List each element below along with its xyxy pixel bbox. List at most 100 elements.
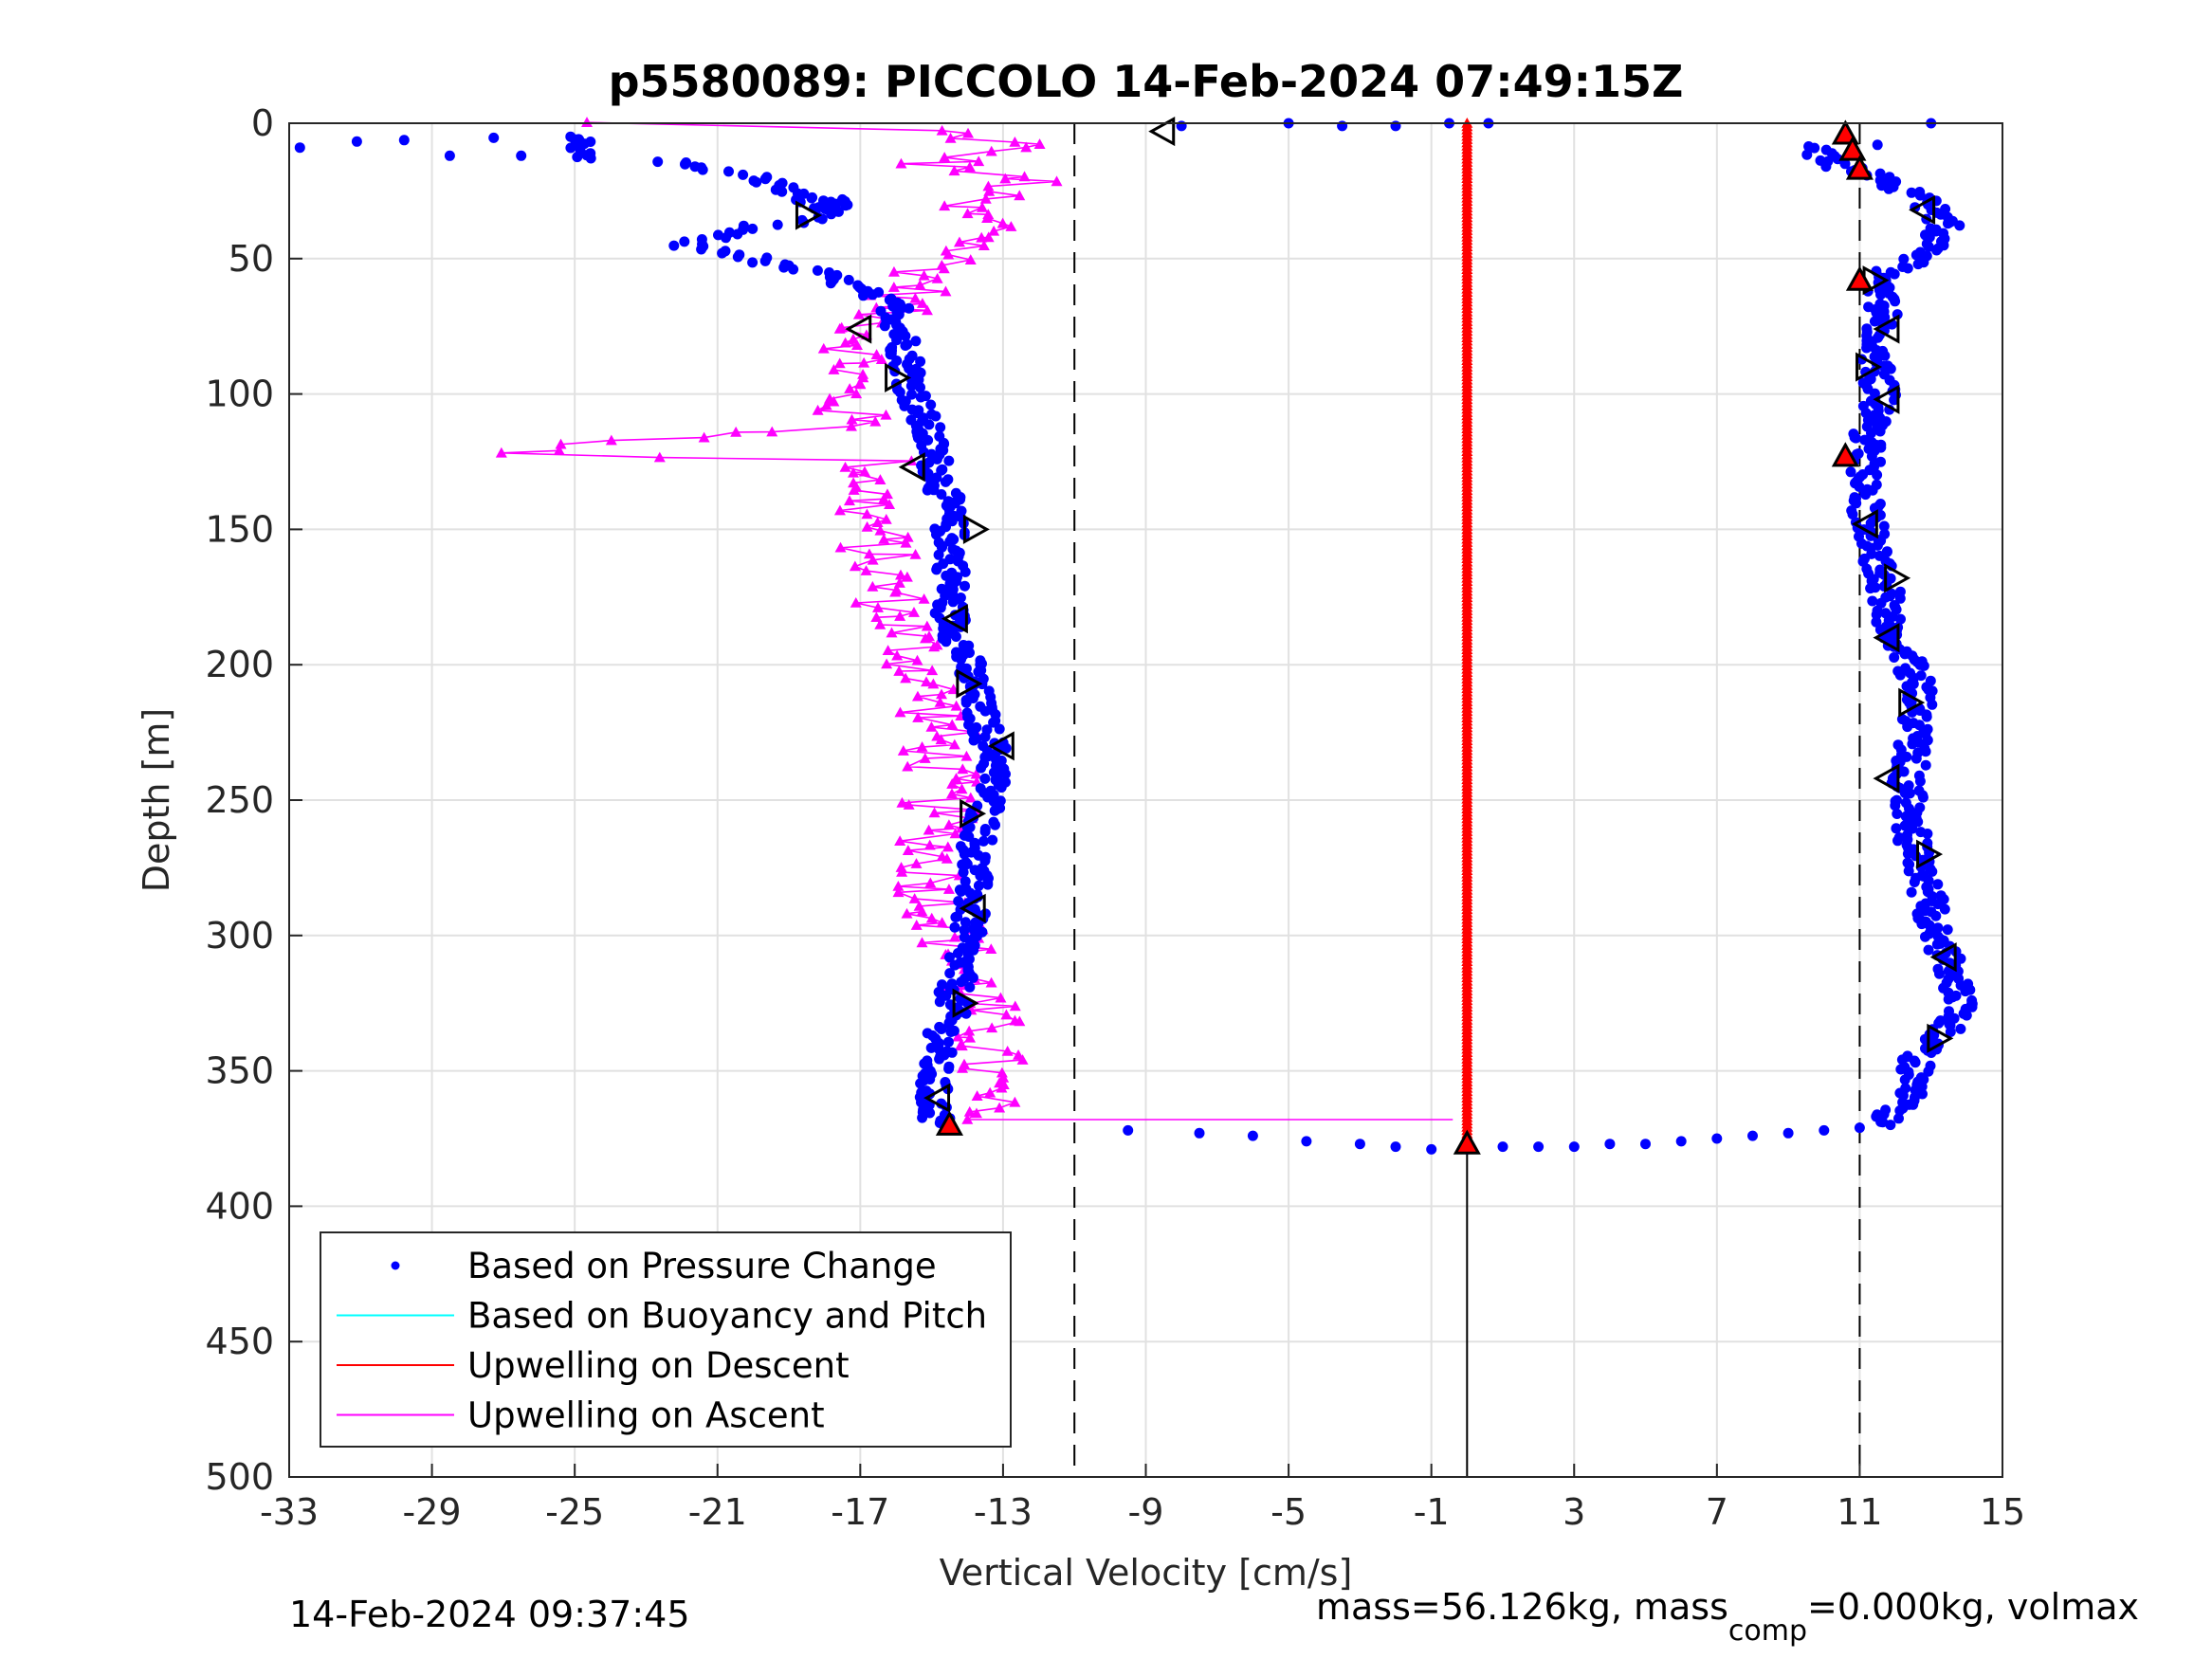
ascent-point	[948, 165, 960, 176]
ascent-point	[889, 586, 902, 597]
pressure-point	[967, 972, 978, 983]
pressure-point	[994, 723, 1005, 735]
pressure-point	[987, 834, 998, 846]
marker-left-triangle	[959, 893, 986, 923]
legend-label: Based on Buoyancy and Pitch	[467, 1296, 987, 1337]
ascent-point	[946, 778, 959, 789]
tick-label-x: -5	[1271, 1491, 1307, 1533]
ascent-point	[892, 880, 905, 891]
pressure-point	[812, 264, 823, 276]
pressure-point	[956, 654, 967, 665]
marker-right-triangle	[1898, 687, 1926, 718]
pressure-point	[1932, 963, 1944, 975]
pressure-point	[1963, 978, 1974, 990]
pressure-point	[988, 717, 999, 728]
pressure-point	[956, 885, 967, 897]
pressure-point	[915, 382, 925, 393]
ascent-point	[844, 383, 856, 393]
pressure-point	[1914, 187, 1926, 197]
marker-left-triangle	[1929, 942, 1957, 973]
ascent-point	[867, 580, 879, 592]
pressure-point	[732, 251, 743, 263]
pressure-point	[778, 262, 790, 273]
ascent-point	[817, 342, 830, 354]
pressure-point	[915, 392, 926, 403]
tick-label-x: -33	[260, 1491, 319, 1533]
tick-label-x: 7	[1706, 1491, 1728, 1533]
pressure-point	[1874, 168, 1886, 179]
pressure-point	[1913, 770, 1925, 781]
ascent-point	[1018, 171, 1031, 182]
legend-box	[320, 1231, 1012, 1448]
pressure-point	[867, 289, 878, 301]
ascent-point	[902, 760, 914, 772]
ascent-point	[901, 571, 913, 582]
legend-marker	[391, 1261, 400, 1270]
pressure-point	[940, 476, 951, 487]
ascent-point	[957, 1062, 969, 1073]
ascent-point	[828, 395, 840, 407]
pressure-point	[1568, 1141, 1580, 1153]
tick-label-y: 200	[205, 644, 274, 685]
ascent-point	[948, 738, 960, 750]
ascent-point	[605, 434, 617, 446]
pressure-point	[1903, 780, 1914, 792]
pressure-point	[806, 192, 817, 204]
pressure-point	[759, 255, 771, 266]
ascent-point	[878, 493, 890, 504]
pressure-point	[949, 921, 960, 933]
ascent-point	[949, 931, 961, 942]
pressure-point	[843, 274, 854, 285]
pressure-point	[910, 336, 922, 347]
pressure-point	[1815, 155, 1826, 166]
pressure-point	[1893, 1113, 1904, 1124]
ascent-point	[938, 263, 950, 274]
pressure-point	[1892, 739, 1904, 751]
pressure-point	[925, 1042, 937, 1053]
ascent-point	[867, 554, 879, 565]
pressure-point	[879, 320, 890, 332]
pressure-point	[1801, 149, 1813, 160]
ascent-point	[952, 1030, 964, 1042]
pressure-point	[1900, 797, 1911, 809]
ascent-point	[861, 508, 873, 520]
footer-mass: mass=56.126kg, masscomp=0.000kg, volmax	[1316, 1586, 2139, 1648]
ascent-point	[869, 415, 882, 427]
ascent-point	[963, 1025, 976, 1036]
marker-red-triangle	[1831, 119, 1859, 145]
marker-red-triangle	[1845, 155, 1874, 180]
pressure-point	[1874, 564, 1886, 575]
pressure-point	[1913, 785, 1925, 796]
ascent-point	[653, 451, 666, 463]
pressure-point	[1915, 827, 1927, 838]
ascent-point	[964, 792, 977, 803]
ascent-point	[900, 672, 912, 684]
pressure-point	[949, 959, 960, 971]
pressure-point	[1123, 1124, 1134, 1136]
tick-label-y: 500	[205, 1456, 274, 1498]
marker-red-triangle	[1831, 442, 1859, 467]
pressure-point	[931, 529, 941, 540]
pressure-point	[569, 134, 580, 145]
pressure-point	[1390, 1141, 1401, 1153]
pressure-point	[1820, 144, 1832, 155]
ascent-point	[833, 504, 846, 516]
pressure-point	[943, 1063, 955, 1074]
ascent-point	[982, 231, 995, 243]
ascent-point	[894, 706, 906, 718]
pressure-point	[1426, 1143, 1437, 1155]
pressure-point	[931, 564, 942, 575]
ascent-point	[941, 852, 953, 864]
pressure-point	[747, 223, 759, 234]
pressure-point	[1880, 608, 1892, 619]
tick-label-x: 11	[1837, 1491, 1882, 1533]
ascent-point	[828, 364, 840, 374]
pressure-point	[960, 917, 971, 928]
pressure-point	[944, 968, 956, 979]
pressure-point	[1900, 663, 1911, 674]
ascent-point	[820, 399, 832, 410]
ascent-point	[1000, 1009, 1013, 1020]
pressure-point	[924, 1107, 936, 1119]
ascent-point	[916, 298, 928, 308]
pressure-point	[1884, 172, 1895, 183]
